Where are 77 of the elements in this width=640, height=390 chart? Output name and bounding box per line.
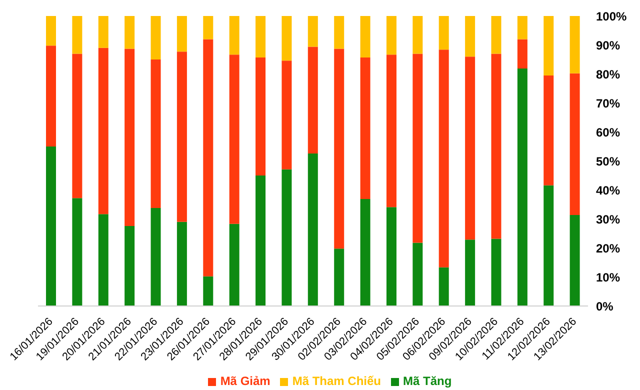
bar	[229, 54, 240, 224]
y-tick-label: 70%	[596, 96, 620, 110]
bar	[124, 226, 135, 306]
bar	[386, 54, 396, 208]
legend-label: Mã Tăng	[403, 374, 452, 388]
y-tick-label: 50%	[596, 154, 620, 168]
legend-label: Mã Tham Chiếu	[292, 374, 382, 388]
y-tick-label: 0%	[596, 299, 614, 314]
bar	[491, 54, 502, 239]
bar	[412, 54, 423, 243]
bar	[203, 16, 214, 40]
bar	[98, 48, 108, 214]
bar	[438, 16, 449, 50]
bar	[517, 68, 528, 306]
bar	[308, 16, 318, 47]
bar	[360, 16, 370, 58]
bar	[465, 240, 476, 306]
bar	[46, 16, 56, 46]
bar	[46, 146, 56, 306]
bar	[72, 16, 82, 54]
bar	[438, 267, 449, 306]
bar	[124, 16, 135, 49]
bar	[465, 16, 476, 57]
bar	[176, 16, 187, 52]
bar	[308, 153, 318, 306]
bar	[412, 16, 423, 54]
bar	[256, 16, 266, 58]
bar	[570, 16, 580, 74]
bar	[150, 208, 161, 306]
bar	[256, 57, 266, 176]
bar	[229, 224, 240, 306]
bar	[176, 52, 187, 222]
bar	[570, 214, 580, 306]
bar	[150, 60, 161, 208]
bar	[334, 248, 344, 306]
bar	[203, 276, 214, 306]
y-tick-label: 40%	[596, 183, 620, 198]
y-tick-label: 100%	[596, 9, 628, 24]
bar	[544, 185, 554, 306]
bar	[282, 60, 292, 170]
bar	[72, 198, 82, 306]
bar	[412, 242, 423, 306]
bar	[334, 48, 344, 249]
y-tick-label: 20%	[596, 241, 620, 256]
legend-label: Mã Giảm	[220, 374, 270, 388]
y-tick-label: 90%	[596, 38, 620, 52]
bar	[544, 75, 554, 186]
y-tick-label: 30%	[596, 212, 620, 226]
y-tick-label: 60%	[596, 125, 620, 140]
bar	[491, 16, 502, 54]
bar	[465, 56, 476, 240]
bar	[282, 16, 292, 61]
bar	[282, 169, 292, 306]
bar	[360, 57, 370, 199]
bar	[98, 16, 108, 48]
bar	[256, 176, 266, 306]
bar	[517, 16, 528, 40]
bar	[491, 238, 502, 306]
bar	[570, 73, 580, 215]
bar	[438, 50, 449, 268]
bar	[98, 214, 108, 306]
bar	[229, 16, 240, 55]
y-tick-label: 10%	[596, 270, 620, 284]
bar	[72, 54, 82, 198]
bar	[334, 16, 344, 49]
bar	[308, 46, 318, 154]
y-tick-label: 80%	[596, 67, 620, 82]
bar	[150, 16, 161, 60]
bar	[124, 48, 135, 226]
bar	[386, 16, 396, 55]
bar	[360, 198, 370, 306]
bar	[203, 39, 214, 276]
bar	[544, 16, 554, 76]
bar	[386, 207, 396, 306]
bar	[517, 39, 528, 68]
bar	[46, 46, 56, 146]
bar	[176, 222, 187, 306]
